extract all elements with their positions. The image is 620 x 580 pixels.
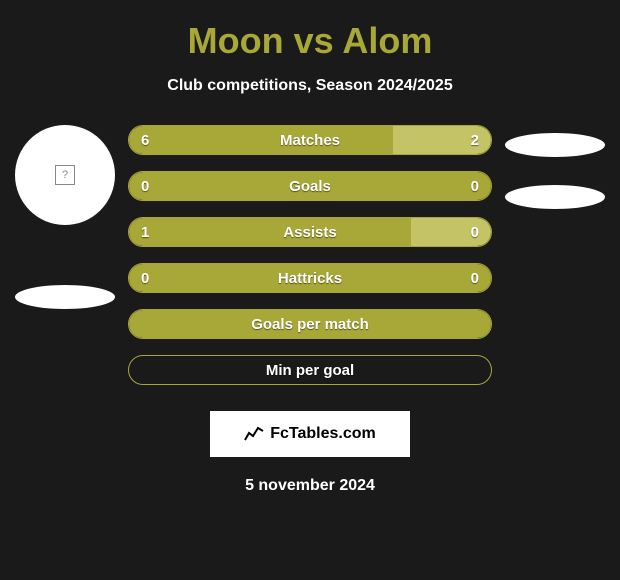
stat-content: 1 Assists 0 [129, 218, 491, 246]
image-placeholder-icon: ? [55, 165, 75, 185]
stat-left-value: 1 [141, 224, 171, 241]
stat-label: Matches [280, 132, 340, 149]
stat-right-value: 0 [449, 224, 479, 241]
stat-label: Goals [289, 178, 331, 195]
stat-content: Min per goal [129, 356, 491, 384]
player-right-avatar-col [500, 125, 610, 209]
logo-text: FcTables.com [270, 425, 376, 443]
stat-right-value: 0 [449, 178, 479, 195]
player-left-avatar: ? [15, 125, 115, 225]
stat-left-value: 0 [141, 270, 171, 287]
logo-box: FcTables.com [210, 411, 410, 457]
avatar-shadow-left [15, 285, 115, 309]
stat-row-assists: 1 Assists 0 [128, 217, 492, 247]
stat-label: Assists [283, 224, 336, 241]
page-title: Moon vs Alom [0, 20, 620, 62]
avatar-right-ellipse-1 [505, 133, 605, 157]
stat-left-value: 0 [141, 178, 171, 195]
stat-content: 6 Matches 2 [129, 126, 491, 154]
stat-row-goals: 0 Goals 0 [128, 171, 492, 201]
stat-row-goals-per-match: Goals per match [128, 309, 492, 339]
stat-left-value: 6 [141, 132, 171, 149]
avatar-right-ellipse-2 [505, 185, 605, 209]
stat-right-value: 0 [449, 270, 479, 287]
stat-label: Min per goal [266, 362, 354, 379]
stat-row-matches: 6 Matches 2 [128, 125, 492, 155]
stat-row-hattricks: 0 Hattricks 0 [128, 263, 492, 293]
stat-content: 0 Goals 0 [129, 172, 491, 200]
stat-content: Goals per match [129, 310, 491, 338]
logo-icon [244, 425, 264, 444]
stats-column: 6 Matches 2 0 Goals 0 1 Assists 0 0 Hattricks 0 Goal… [120, 125, 500, 401]
stat-label: Hattricks [278, 270, 342, 287]
subtitle: Club competitions, Season 2024/2025 [0, 77, 620, 95]
stat-right-value: 2 [449, 132, 479, 149]
player-left-avatar-col: ? [10, 125, 120, 309]
stat-row-min-per-goal: Min per goal [128, 355, 492, 385]
stat-label: Goals per match [251, 316, 369, 333]
stat-content: 0 Hattricks 0 [129, 264, 491, 292]
date-text: 5 november 2024 [0, 477, 620, 495]
